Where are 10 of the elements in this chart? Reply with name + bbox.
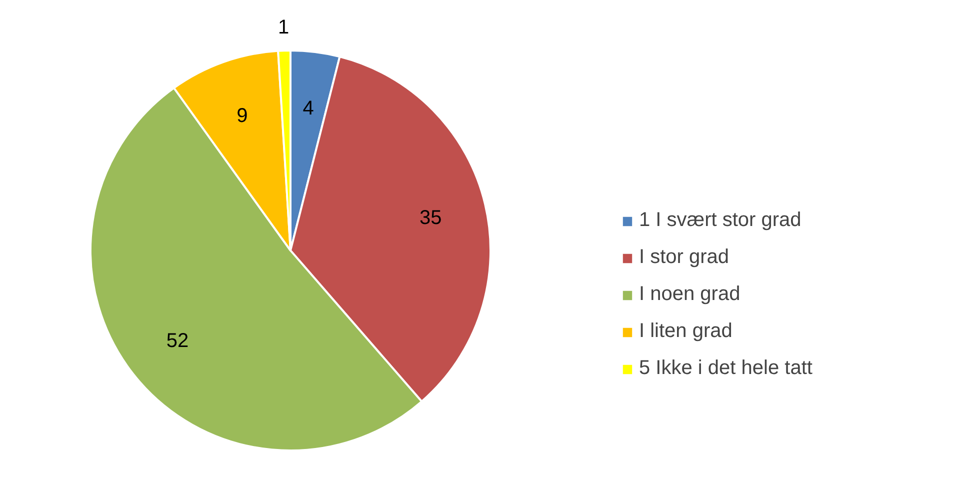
legend-label: I noen grad bbox=[639, 283, 740, 306]
data-label: 9 bbox=[236, 104, 248, 127]
data-label: 35 bbox=[419, 207, 442, 230]
data-label: 1 bbox=[278, 16, 290, 39]
legend-label: 5 Ikke i det hele tatt bbox=[639, 357, 812, 380]
legend-label: 1 I svært stor grad bbox=[639, 209, 802, 232]
data-label: 4 bbox=[302, 98, 314, 120]
data-label: 52 bbox=[166, 330, 189, 352]
legend-label: I stor grad bbox=[639, 246, 730, 269]
legend-label: I liten grad bbox=[639, 320, 732, 343]
